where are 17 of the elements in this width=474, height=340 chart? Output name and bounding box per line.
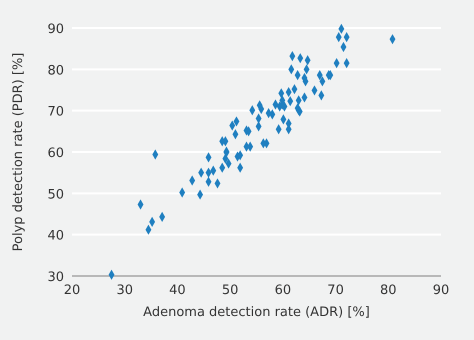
y-tick-label: 40: [47, 228, 64, 244]
x-tick-label: 50: [222, 283, 238, 298]
y-tick-label: 70: [47, 104, 64, 120]
x-axis-title: Adenoma detection rate (ADR) [%]: [143, 305, 370, 320]
x-tick-label: 60: [274, 283, 292, 298]
y-axis-title: Polyp detection rate (PDR) [%]: [11, 52, 26, 252]
x-tick-label: 40: [169, 283, 186, 298]
x-tick-label: 70: [327, 283, 344, 298]
x-tick-label: 80: [380, 283, 397, 298]
y-tick-label: 90: [47, 22, 64, 37]
y-tick-label: 50: [47, 187, 64, 202]
y-tick-label: 60: [47, 146, 64, 161]
x-tick-label: 30: [116, 283, 133, 298]
x-tick-label: 90: [432, 283, 450, 298]
x-tick-label: 20: [64, 283, 80, 298]
y-tick-label: 30: [47, 270, 64, 285]
y-tick-label: 80: [47, 63, 64, 78]
